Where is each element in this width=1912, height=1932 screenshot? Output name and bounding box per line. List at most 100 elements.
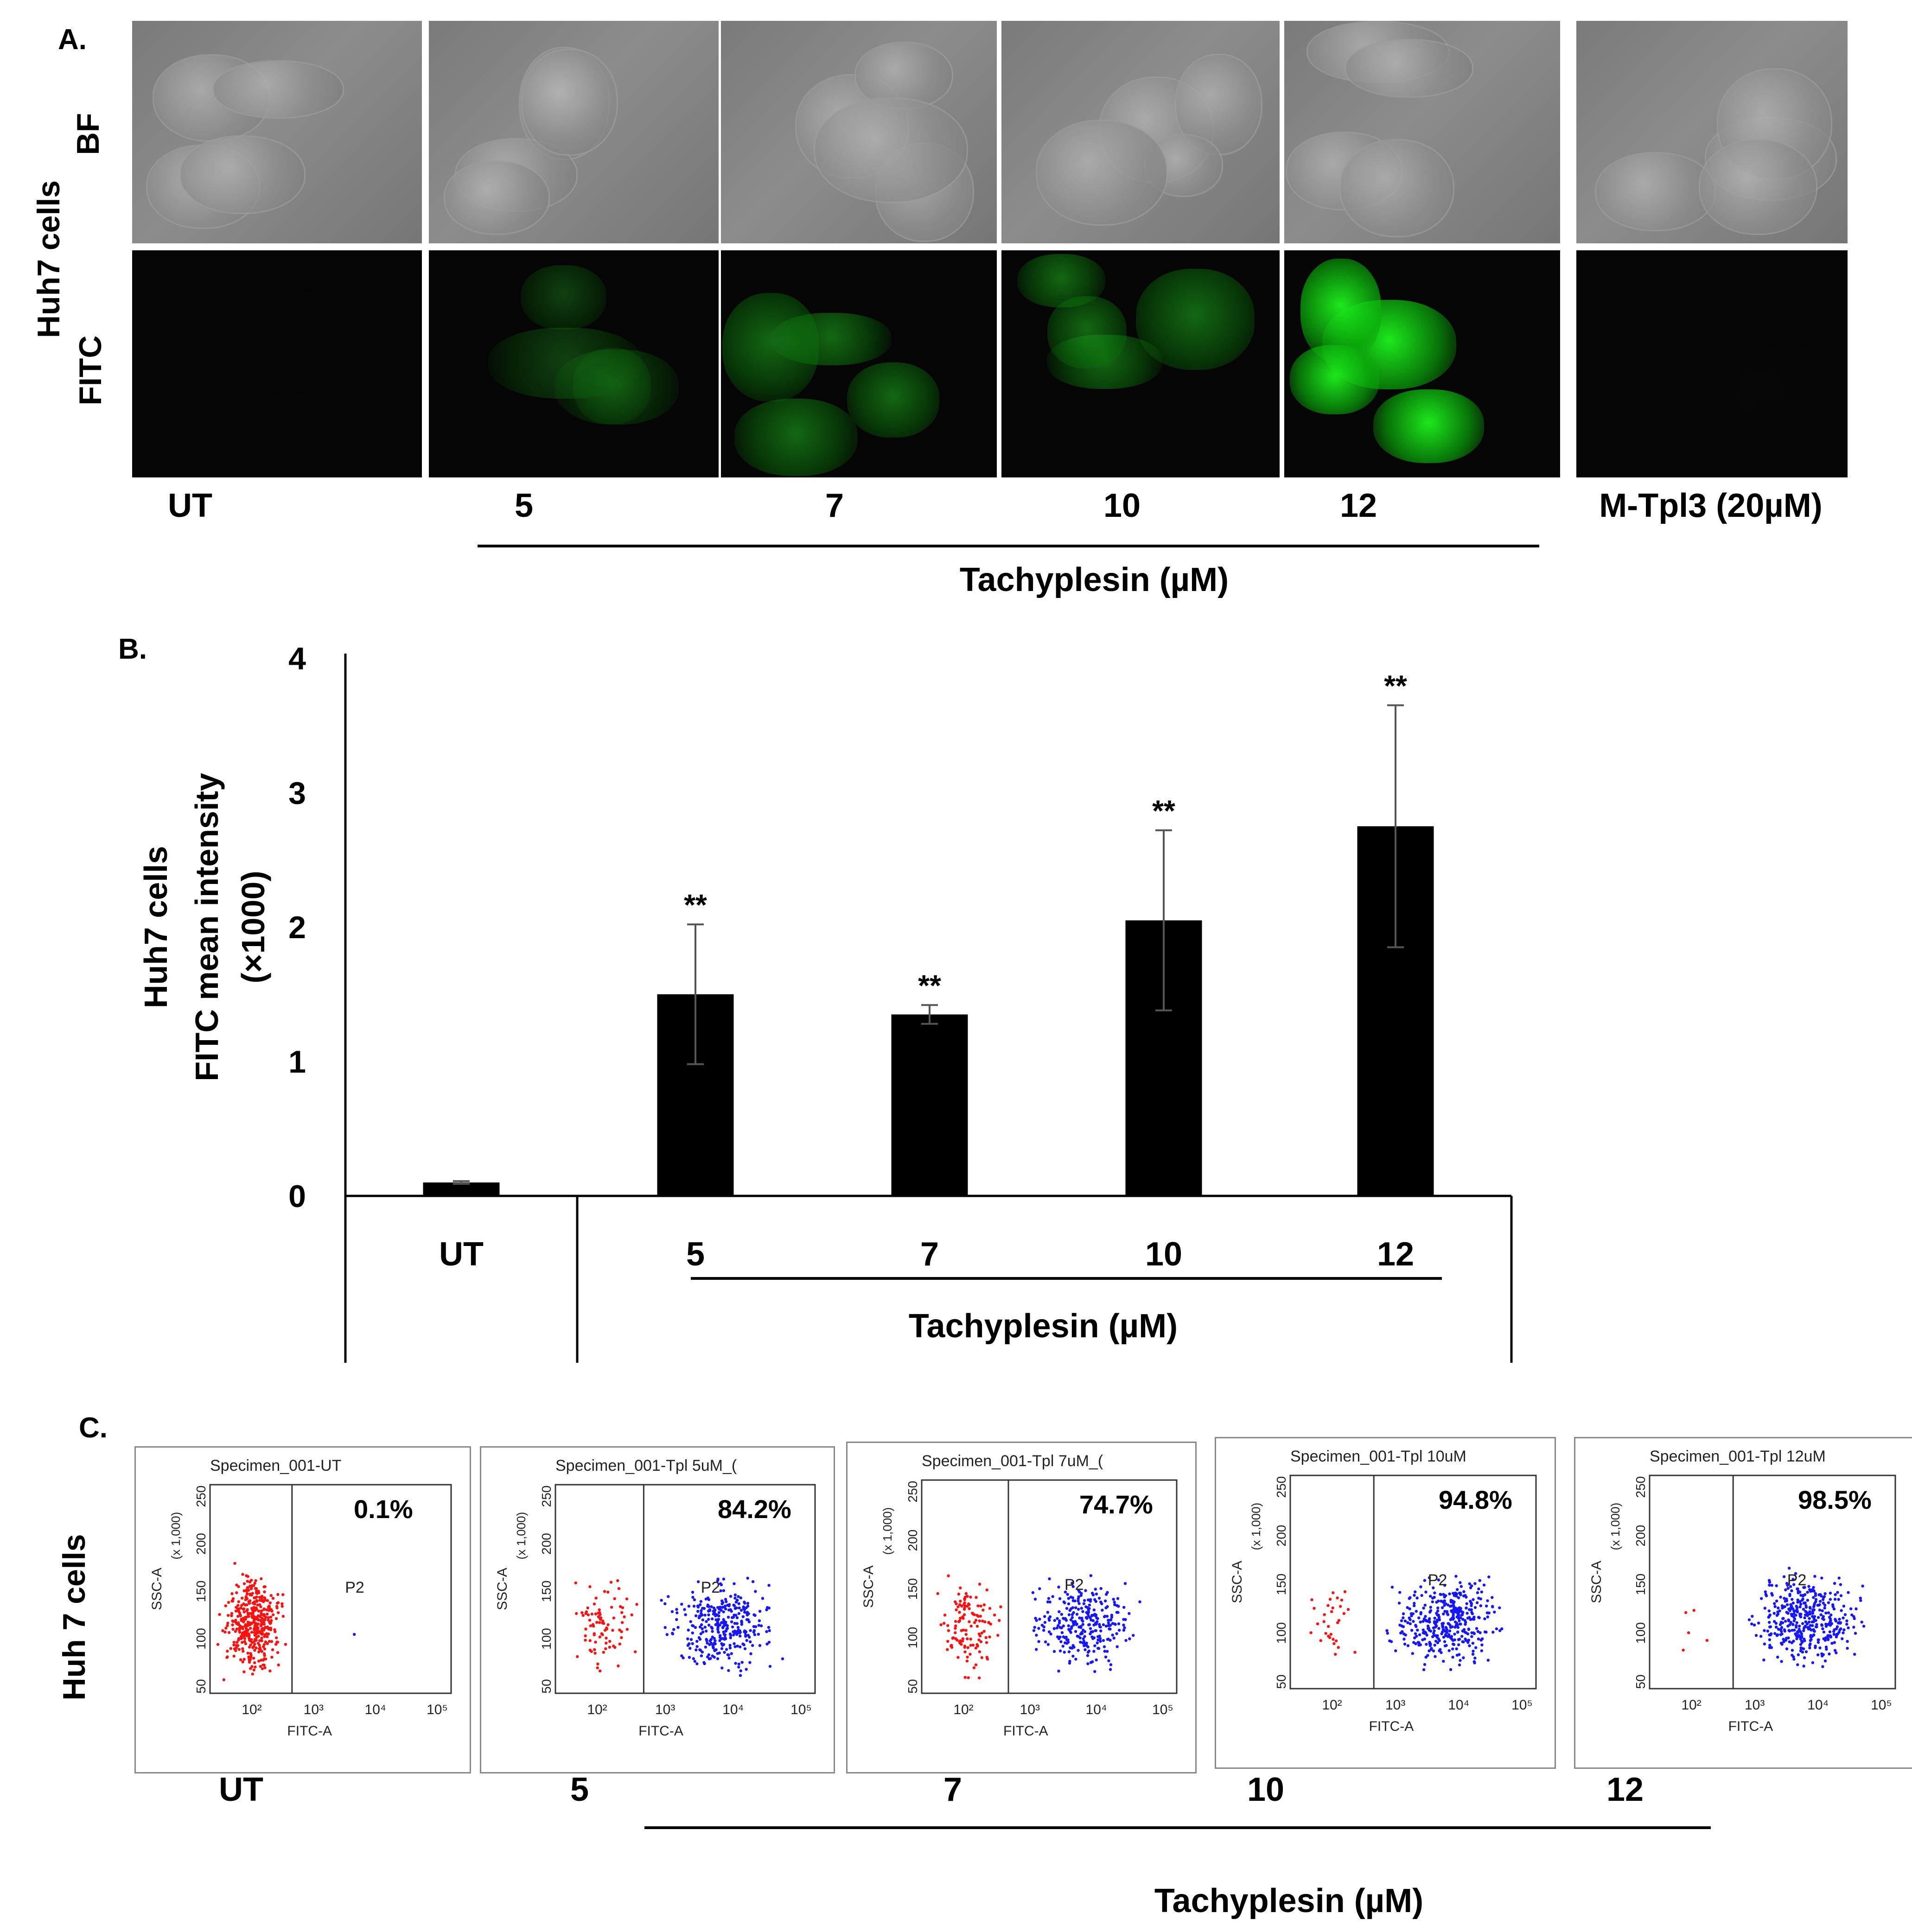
event-dot	[976, 1644, 979, 1648]
event-dot	[1057, 1624, 1060, 1627]
event-dot	[1448, 1605, 1452, 1608]
event-dot	[605, 1627, 609, 1631]
event-dot	[1773, 1632, 1777, 1635]
event-dot	[252, 1657, 255, 1660]
event-dot	[1052, 1650, 1056, 1653]
event-dot	[1447, 1622, 1450, 1625]
event-dot	[588, 1619, 592, 1622]
bf-image-m-tpl3-20-m-	[1576, 21, 1848, 243]
event-dot	[1455, 1647, 1458, 1651]
event-dot	[606, 1590, 610, 1594]
event-dot	[1804, 1613, 1807, 1617]
event-dot	[238, 1631, 242, 1634]
event-dot	[271, 1648, 274, 1652]
cell-shape	[1699, 139, 1817, 235]
event-dot	[1792, 1640, 1795, 1643]
event-dot	[691, 1590, 695, 1594]
event-dot	[1832, 1607, 1836, 1611]
event-dot	[1450, 1635, 1453, 1638]
event-dot	[1763, 1629, 1766, 1632]
event-dot	[604, 1647, 607, 1651]
event-dot	[1082, 1637, 1085, 1640]
event-dot	[718, 1651, 721, 1655]
event-dot	[276, 1602, 279, 1605]
event-dot	[1788, 1640, 1791, 1644]
event-dot	[237, 1600, 240, 1603]
event-dot	[973, 1621, 976, 1624]
fitc-image-5	[429, 250, 719, 477]
event-dot	[1385, 1629, 1389, 1632]
event-dot	[1106, 1591, 1109, 1594]
event-dot	[634, 1650, 637, 1653]
event-dot	[969, 1595, 972, 1599]
event-dot	[1081, 1610, 1084, 1613]
event-dot	[1815, 1625, 1818, 1628]
event-dot	[701, 1618, 705, 1621]
event-dot	[978, 1650, 981, 1653]
event-dot	[1811, 1661, 1815, 1665]
event-dot	[1471, 1652, 1475, 1656]
event-dot	[1477, 1587, 1480, 1590]
event-dot	[1115, 1645, 1119, 1648]
event-dot	[739, 1674, 742, 1677]
event-dot	[1827, 1601, 1830, 1604]
event-dot	[946, 1624, 950, 1627]
event-dot	[243, 1640, 246, 1643]
event-dot	[1768, 1583, 1771, 1587]
event-dot	[749, 1640, 752, 1644]
fitc-image-7	[721, 250, 997, 477]
event-dot	[1093, 1670, 1096, 1673]
event-dot	[1480, 1643, 1484, 1646]
y-axis-label-line: (×1000)	[235, 871, 271, 983]
event-dot	[963, 1598, 966, 1601]
event-dot	[1336, 1621, 1339, 1624]
event-dot	[1123, 1626, 1126, 1629]
event-dot	[710, 1626, 713, 1629]
event-dot	[1443, 1595, 1446, 1599]
event-dot	[979, 1640, 983, 1643]
flow-x-tick: 10²	[953, 1702, 973, 1717]
event-dot	[1806, 1599, 1810, 1602]
event-dot	[1456, 1614, 1459, 1618]
event-dot	[700, 1654, 703, 1658]
event-dot	[963, 1604, 967, 1608]
event-dot	[1793, 1617, 1797, 1621]
event-dot	[606, 1623, 610, 1627]
event-dot	[739, 1608, 743, 1612]
event-dot	[242, 1620, 245, 1624]
event-dot	[978, 1582, 981, 1586]
flow-y-tick: 250	[905, 1481, 920, 1503]
event-dot	[1445, 1644, 1448, 1647]
flow-x-tick: 10²	[587, 1702, 607, 1717]
event-dot	[699, 1614, 702, 1618]
event-dot	[714, 1639, 717, 1642]
event-dot	[781, 1657, 784, 1660]
event-dot	[954, 1624, 957, 1627]
event-dot	[625, 1627, 629, 1631]
event-dot	[971, 1612, 974, 1615]
event-dot	[714, 1608, 717, 1612]
event-dot	[258, 1603, 261, 1607]
event-dot	[704, 1646, 707, 1649]
event-dot	[1462, 1656, 1465, 1659]
event-dot	[602, 1651, 605, 1654]
cell-fluorescence	[1732, 345, 1843, 401]
event-dot	[1413, 1604, 1416, 1608]
event-dot	[683, 1608, 686, 1611]
event-dot	[258, 1647, 261, 1651]
event-dot	[1472, 1649, 1475, 1653]
event-dot	[1074, 1658, 1077, 1661]
event-dot	[1458, 1653, 1461, 1656]
event-dot	[273, 1628, 276, 1632]
event-dot	[258, 1595, 261, 1599]
event-dot	[695, 1648, 698, 1652]
event-dot	[248, 1612, 251, 1615]
event-dot	[714, 1618, 718, 1621]
event-dot	[980, 1656, 983, 1659]
event-dot	[1822, 1618, 1825, 1621]
event-dot	[1441, 1628, 1445, 1631]
event-dot	[737, 1602, 740, 1605]
event-dot	[1465, 1606, 1468, 1610]
event-dot	[1451, 1625, 1454, 1628]
event-dot	[1067, 1613, 1071, 1616]
